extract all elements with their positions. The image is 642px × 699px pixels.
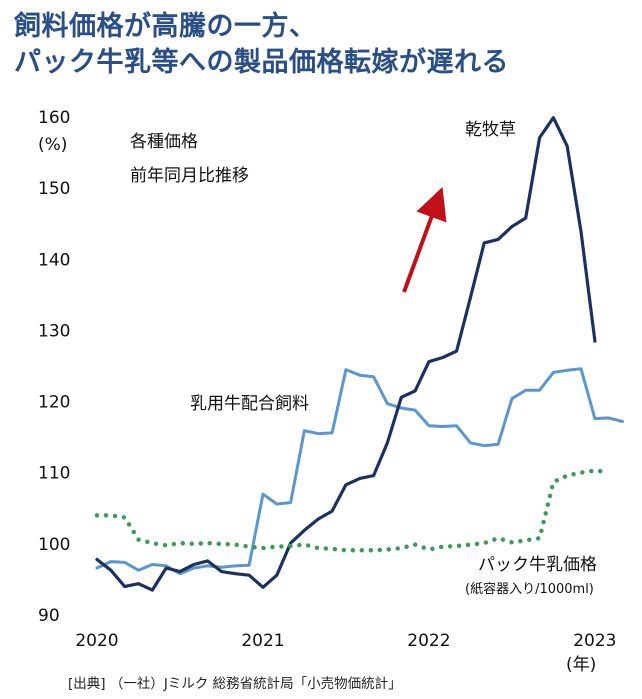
chart-subtitle-line-2: 前年同月比推移 (130, 166, 249, 186)
x-tick-label: 2021 (241, 631, 284, 651)
y-tick-label: 90 (38, 606, 60, 626)
x-axis-ticks: 2020 2021 2022 2023 (75, 631, 616, 651)
x-tick-label: 2023 (573, 631, 616, 651)
series-label-hay: 乾牧草 (465, 120, 516, 140)
series-sublabel-milk: (紙容器入り/1000ml) (465, 581, 594, 597)
y-tick-label: 100 (38, 535, 70, 555)
y-tick-label: 110 (38, 464, 70, 484)
source-note: [出典] （一社）Jミルク 総務省統計局「小売物価統計」 (68, 676, 402, 692)
page-title-line-1: 飼料価格が高騰の一方、 (14, 11, 317, 42)
x-tick-label: 2020 (75, 631, 118, 651)
page-title-line-2: パック牛乳等への製品価格転嫁が遅れる (14, 47, 509, 78)
y-tick-label: 130 (38, 321, 70, 341)
y-tick-label: 140 (38, 250, 70, 270)
chart-subtitle-line-1: 各種価格 (130, 132, 198, 152)
y-tick-label: 160 (38, 108, 70, 128)
trend-arrow (402, 186, 447, 293)
x-tick-label: 2022 (407, 631, 450, 651)
series-label-feed: 乳用牛配合飼料 (190, 394, 309, 414)
series-label-milk: パック牛乳価格 (478, 555, 597, 575)
x-axis-unit: (年) (566, 655, 596, 675)
y-tick-label: 120 (38, 393, 70, 413)
series-layer (94, 116, 624, 592)
y-tick-label: 150 (38, 179, 70, 199)
series-line-1 (95, 367, 624, 576)
series-line-2 (94, 468, 611, 553)
y-axis-ticks: 90 100 110 120 130 140 150 160 (38, 108, 70, 626)
series-line-0 (95, 116, 597, 592)
y-axis-unit: (%) (38, 135, 67, 155)
